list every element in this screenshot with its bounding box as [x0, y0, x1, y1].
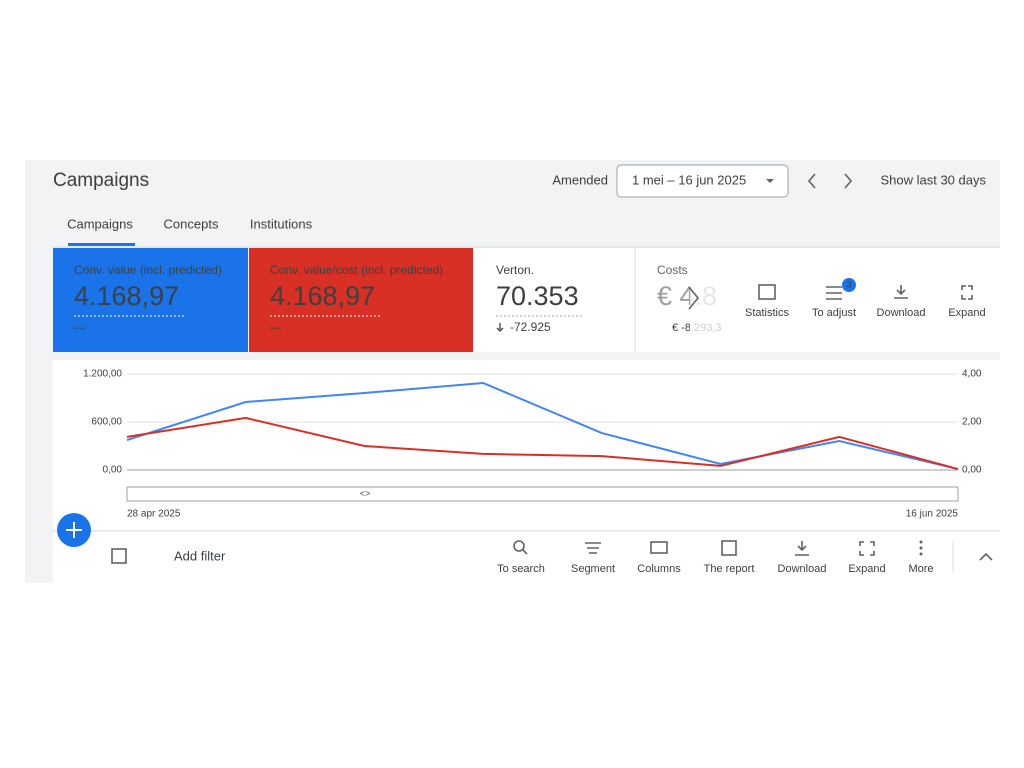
more-icon: [919, 552, 923, 556]
tab[interactable]: Institutions: [250, 216, 313, 231]
y2-tick-label: 0,00: [962, 465, 982, 476]
y2-tick-label: 2,00: [962, 417, 982, 428]
expand-icon: [859, 541, 875, 556]
scorecard-label: Verton.: [496, 263, 534, 277]
scorecard-change: —: [270, 322, 281, 334]
down-arrow: [496, 323, 504, 333]
toolbar-button[interactable]: More: [908, 563, 933, 575]
toolbar-button[interactable]: Statistics: [745, 307, 790, 319]
date-range[interactable]: 1 mei – 16 jun 2025: [632, 172, 746, 187]
toolbar-button[interactable]: To search: [497, 563, 545, 575]
y-tick-label: 0,00: [103, 465, 123, 476]
scroll-button[interactable]: [688, 286, 700, 310]
tab[interactable]: Campaigns: [67, 216, 133, 231]
toolbar-button[interactable]: Download: [778, 563, 827, 575]
toolbar-button[interactable]: To adjust: [812, 307, 856, 319]
scorecard-label: Conv. value (incl. predicted): [74, 263, 222, 277]
chart-area: [53, 360, 1000, 530]
collapse-button[interactable]: [979, 552, 993, 561]
series-line: [126, 381, 959, 471]
search-icon: [513, 540, 525, 552]
fade: [690, 250, 740, 348]
more-icon: [919, 546, 923, 550]
segment-icon: [585, 542, 601, 554]
page-title: Campaigns: [53, 170, 149, 191]
more-icon: [919, 540, 923, 544]
scorecard-value: 4.168,97: [74, 281, 179, 311]
scorecard[interactable]: [249, 248, 473, 352]
statistics-icon: [758, 284, 776, 300]
expand-icon: [961, 285, 973, 300]
scorecard-value: 4.168,97: [270, 281, 375, 311]
download-icon: [894, 285, 908, 299]
scorecard-label: Conv. value/cost (incl. predicted): [270, 263, 443, 277]
y-tick-label: 1.200,00: [83, 369, 122, 380]
x-tick-label: 16 jun 2025: [906, 509, 959, 520]
toolbar-button[interactable]: Download: [877, 307, 926, 319]
toolbar-button[interactable]: The report: [704, 563, 755, 575]
range-slider[interactable]: [126, 486, 959, 502]
toolbar-button[interactable]: Segment: [571, 563, 615, 575]
show-last-link[interactable]: Show last 30 days: [880, 172, 986, 187]
add-filter[interactable]: Add filter: [174, 548, 226, 563]
dropdown-arrow: [766, 179, 774, 183]
toolbar-button[interactable]: Expand: [848, 563, 885, 575]
y2-tick-label: 4,00: [962, 369, 982, 380]
badge: [842, 278, 856, 292]
scorecard-label: Costs: [657, 263, 688, 277]
scorecard-change: -72.925: [510, 320, 551, 334]
y-tick-label: 600,00: [91, 417, 122, 428]
amended-label: Amended: [552, 172, 608, 187]
tab-indicator: [68, 243, 135, 246]
table-toolbar: [53, 531, 1000, 583]
date-picker[interactable]: [616, 164, 789, 198]
download-icon: [795, 541, 809, 556]
columns-icon: [650, 541, 668, 554]
prev-button[interactable]: [807, 173, 816, 189]
filter-icon: [111, 548, 127, 564]
series-line: [126, 416, 959, 471]
chart: 0,00 600,00 1.200,00 0,00 2,00 4,00 28 apr 202…: [83, 369, 982, 520]
search-icon: [522, 549, 528, 555]
x-tick-label: 28 apr 2025: [127, 509, 181, 520]
scorecard[interactable]: [53, 248, 248, 352]
scorecard-value: 70.353: [496, 281, 579, 311]
scorecard-change: —: [74, 322, 85, 334]
tab[interactable]: Concepts: [164, 216, 219, 231]
next-button[interactable]: [844, 173, 853, 189]
report-icon: [721, 540, 737, 556]
slider-handle[interactable]: <>: [360, 488, 371, 498]
badge-count: 3: [846, 279, 851, 289]
adjust-icon: [826, 286, 842, 300]
plus-icon: [66, 522, 82, 538]
toolbar-labels: To search Segment Columns The report Downloa…: [497, 563, 933, 575]
toolbar-button[interactable]: Columns: [637, 563, 681, 575]
toolbar-button[interactable]: Expand: [948, 307, 985, 319]
